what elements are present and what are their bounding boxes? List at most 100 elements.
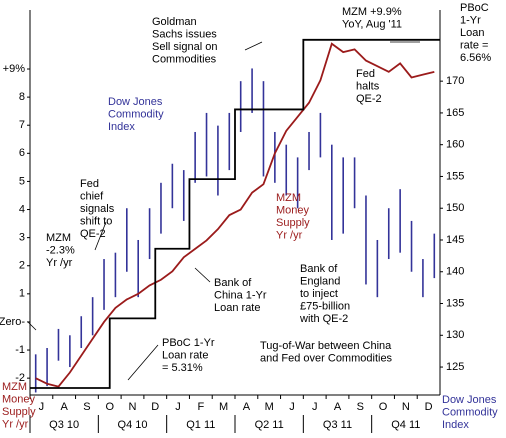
y-tick-label: 1: [19, 288, 25, 300]
annotation: with QE-2: [299, 313, 348, 325]
quarter-label: Q4 11: [391, 419, 420, 431]
x-tick-label: S: [357, 401, 364, 413]
annotation: Loan: [460, 27, 484, 39]
quarter-label: Q3 10: [49, 419, 79, 431]
annotation: and Fed over Commodities: [260, 352, 393, 364]
annotation: Yr /yr: [276, 229, 303, 241]
pointer: [244, 41, 263, 51]
annotation: Sell signal on: [152, 41, 217, 53]
y-tick-label: +9%: [3, 63, 26, 75]
annotation: China 1-Yr: [214, 289, 267, 301]
annotation: Sachs issues: [152, 28, 217, 40]
y2-tick-label: 165: [446, 107, 464, 119]
annotation: MZM: [276, 192, 301, 204]
x-tick-label: A: [60, 401, 68, 413]
annotation: Bank of: [300, 263, 338, 275]
annotation: £75-billion: [300, 300, 350, 312]
x-tick-label: O: [105, 401, 114, 413]
annotation: Fed: [80, 178, 99, 190]
annotation: chief: [80, 190, 104, 202]
x-tick-label: M: [265, 401, 274, 413]
annotation: Fed: [356, 68, 375, 80]
annotation: Commodities: [152, 53, 217, 65]
annotation: MZM: [2, 381, 27, 393]
x-tick-label: S: [83, 401, 90, 413]
annotation: signals: [80, 203, 115, 215]
quarter-label: Q2 11: [255, 419, 284, 431]
annotation: Loan rate: [214, 302, 260, 314]
annotation: PBoC 1-Yr: [162, 337, 215, 349]
y2-tick-label: 160: [446, 139, 464, 151]
y-tick-label: 5: [19, 175, 25, 187]
y2-tick-label: 140: [446, 266, 464, 278]
y-tick-label: -2: [15, 372, 25, 384]
x-tick-label: J: [175, 401, 181, 413]
annotation: Supply: [2, 406, 36, 418]
annotation: Dow Jones: [108, 96, 163, 108]
annotation: PBoC: [460, 2, 489, 14]
annotation: Index: [108, 121, 135, 133]
pointer: [27, 321, 37, 331]
y2-tick-label: 150: [446, 202, 464, 214]
mzm-line: [35, 42, 435, 388]
annotation: rate =: [460, 39, 488, 51]
annotation: Loan rate: [162, 349, 208, 361]
annotation: MZM: [46, 232, 71, 244]
y2-tick-label: 155: [446, 170, 464, 182]
x-tick-label: J: [289, 401, 295, 413]
quarter-label: Q3 11: [323, 419, 352, 431]
annotation: = 5.31%: [162, 362, 203, 374]
y-tick-label: 3: [19, 232, 25, 244]
y-tick-label: Zero-: [0, 316, 25, 328]
y2-tick-label: 170: [446, 75, 464, 87]
x-tick-label: F: [197, 401, 204, 413]
x-tick-label: A: [243, 401, 251, 413]
quarter-label: Q1 11: [186, 419, 215, 431]
annotation: Tug-of-War between China: [260, 340, 392, 352]
y2-tick-label: 145: [446, 234, 464, 246]
x-tick-label: N: [402, 401, 410, 413]
y2-tick-label: 125: [446, 361, 464, 373]
y-tick-label: 4: [19, 203, 25, 215]
annotation: England: [300, 275, 340, 287]
quarter-label: Q4 10: [118, 419, 148, 431]
annotation: Commodity: [442, 406, 498, 418]
annotation: Commodity: [108, 108, 164, 120]
x-tick-label: O: [379, 401, 388, 413]
x-tick-label: J: [39, 401, 45, 413]
y2-tick-label: 130: [446, 329, 464, 341]
pointer: [94, 221, 107, 251]
x-tick-label: J: [312, 401, 318, 413]
x-tick-label: D: [151, 401, 159, 413]
y-tick-label: 7: [19, 119, 25, 131]
annotation: Goldman: [152, 16, 197, 28]
pointer: [127, 344, 159, 381]
y-tick-label: 8: [19, 91, 25, 103]
annotation: 1-Yr: [460, 14, 481, 26]
annotation: halts: [356, 80, 380, 92]
annotation: MZM +9.9%: [342, 6, 402, 18]
pointer: [194, 267, 211, 283]
x-tick-label: N: [129, 401, 137, 413]
annotation: -2.3%: [46, 244, 75, 256]
loan-rate-line: [30, 38, 440, 389]
annotation: Supply: [276, 217, 310, 229]
annotation: Dow Jones: [442, 394, 497, 406]
annotation: to inject: [300, 288, 338, 300]
annotation: QE-2: [80, 228, 106, 240]
annotation: Index: [442, 419, 469, 431]
annotation: 6.56%: [460, 52, 491, 64]
annotation: Bank of: [214, 277, 252, 289]
y-tick-label: 6: [19, 147, 25, 159]
x-tick-label: M: [219, 401, 228, 413]
y-tick-label: -1: [15, 344, 25, 356]
annotation: QE-2: [356, 93, 382, 105]
y-tick-label: 2: [19, 260, 25, 272]
y2-tick-label: 135: [446, 297, 464, 309]
annotation: Money: [276, 204, 310, 216]
x-tick-label: A: [334, 401, 342, 413]
annotation: Money: [2, 393, 36, 405]
annotation: Yr /yr: [2, 418, 29, 430]
